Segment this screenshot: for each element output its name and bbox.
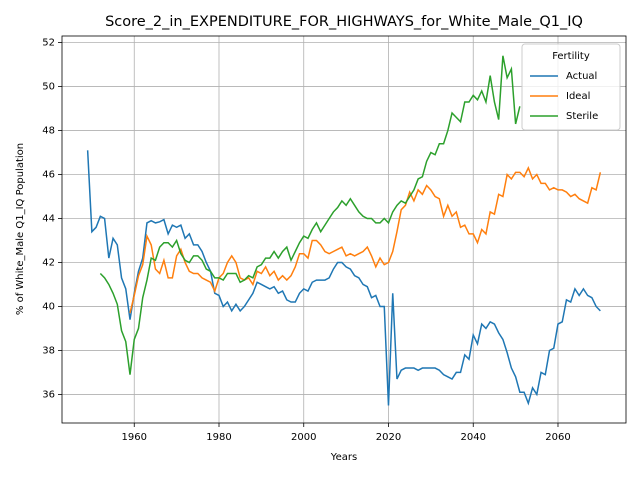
y-tick-label: 44 [42,214,55,225]
y-tick-label: 38 [42,345,55,356]
legend-title: Fertility [552,51,590,62]
y-tick-label: 36 [42,389,55,400]
y-tick-label: 46 [42,170,55,181]
x-tick-label: 2040 [461,432,486,443]
chart-title: Score_2_in_EXPENDITURE_FOR_HIGHWAYS_for_… [105,14,583,30]
y-tick-label: 50 [42,82,55,93]
x-tick-label: 2060 [545,432,570,443]
y-tick-label: 42 [42,257,55,268]
x-axis-label: Years [330,452,357,463]
y-tick-label: 48 [42,126,55,137]
y-tick-label: 40 [42,301,55,312]
y-axis-label: % of White_Male Q1_IQ Population [15,143,26,315]
x-tick-label: 2000 [291,432,316,443]
y-tick-label: 52 [42,38,55,49]
x-tick-label: 1980 [206,432,231,443]
series-line [99,55,521,375]
series-line [129,166,602,314]
plot-frame [61,35,627,424]
legend-label: Ideal [566,91,590,102]
legend-box [521,43,621,131]
legend: Fertility Actual Ideal Sterile [521,43,621,131]
series-line [86,150,601,406]
legend-label: Actual [566,71,597,82]
x-tick-label: 1960 [122,432,147,443]
x-tick-label: 2020 [376,432,401,443]
legend-label: Sterile [566,111,598,122]
